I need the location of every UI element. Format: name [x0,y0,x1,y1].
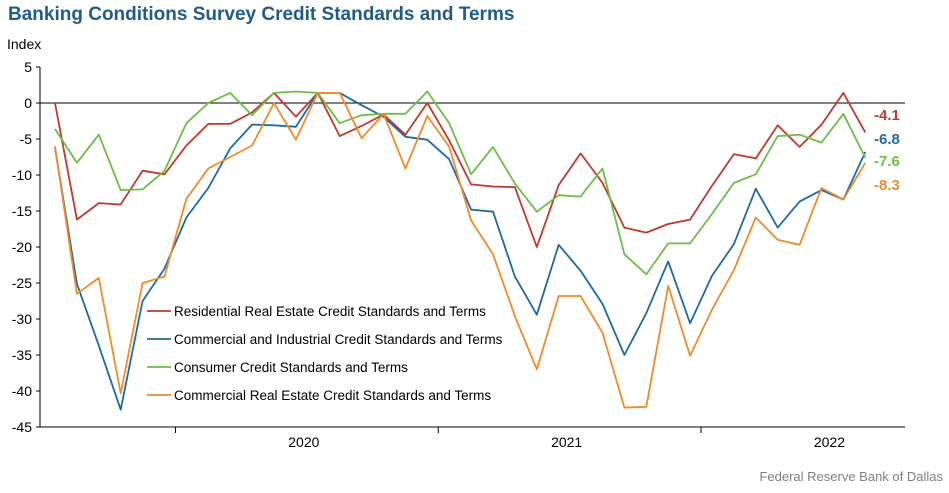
chart-title: Banking Conditions Survey Credit Standar… [8,4,515,25]
y-tick-label: -25 [12,275,32,291]
y-tick-label: -15 [12,203,32,219]
x-tick-label: 2020 [288,434,319,450]
source-note: Federal Reserve Bank of Dallas [759,469,943,484]
end-value-label: -7.6 [874,153,900,170]
y-tick-label: -10 [12,167,32,183]
series-line [54,92,867,248]
series-line [54,92,867,409]
legend-entry-label: Residential Real Estate Credit Standards… [174,304,486,319]
legend-entry-label: Consumer Credit Standards and Terms [174,360,408,375]
y-tick-label: 5 [24,59,32,75]
y-tick-label: -20 [12,239,32,255]
x-tick-label: 2022 [814,434,845,450]
end-value-label: -8.3 [874,177,900,194]
y-tick-label: -30 [12,311,32,327]
legend-entry-label: Commercial Real Estate Credit Standards … [174,388,491,403]
end-value-label: -6.8 [874,131,900,148]
end-value-label: -4.1 [874,107,900,124]
y-axis-label: Index [7,36,42,52]
y-tick-label: -5 [20,131,33,147]
legend-entry-label: Commercial and Industrial Credit Standar… [174,332,503,347]
y-tick-label: 0 [24,95,32,111]
y-tick-label: -35 [12,347,32,363]
y-tick-label: -40 [12,383,32,399]
x-tick-label: 2021 [551,434,582,450]
y-tick-label: -45 [12,419,32,435]
series-line [54,90,867,276]
